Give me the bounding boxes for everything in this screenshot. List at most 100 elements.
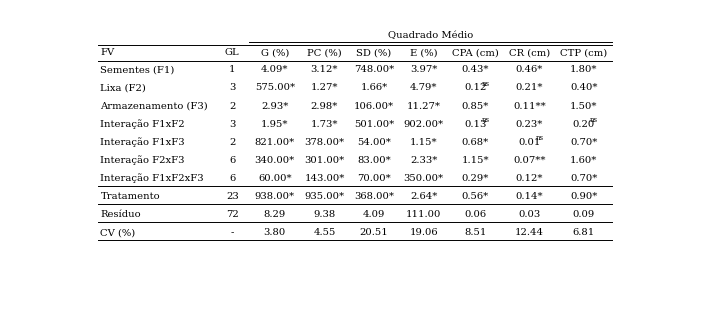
Text: ns: ns: [481, 116, 489, 124]
Text: 0.21*: 0.21*: [515, 83, 543, 92]
Text: 0.70*: 0.70*: [570, 138, 598, 147]
Text: Interação F1xF2: Interação F1xF2: [100, 119, 185, 129]
Text: 0.43*: 0.43*: [462, 66, 489, 74]
Text: GL: GL: [225, 48, 240, 57]
Text: 3: 3: [229, 120, 236, 129]
Text: 4.55: 4.55: [313, 228, 336, 237]
Text: 0.12: 0.12: [464, 83, 486, 92]
Text: 1.73*: 1.73*: [310, 120, 338, 129]
Text: 0.29*: 0.29*: [462, 174, 489, 183]
Text: 11.27*: 11.27*: [406, 102, 441, 111]
Text: 4.09: 4.09: [363, 210, 385, 219]
Text: 9.38: 9.38: [313, 210, 336, 219]
Text: 0.68*: 0.68*: [462, 138, 489, 147]
Text: 1.15*: 1.15*: [462, 156, 489, 165]
Text: 12.44: 12.44: [515, 228, 544, 237]
Text: 111.00: 111.00: [406, 210, 441, 219]
Text: 4.09*: 4.09*: [261, 66, 289, 74]
Text: 0.14*: 0.14*: [515, 192, 543, 201]
Text: 0.90*: 0.90*: [570, 192, 598, 201]
Text: 143.00*: 143.00*: [304, 174, 345, 183]
Text: 20.51: 20.51: [360, 228, 388, 237]
Text: 0.46*: 0.46*: [516, 66, 543, 74]
Text: 0.40*: 0.40*: [570, 83, 598, 92]
Text: ns: ns: [536, 134, 544, 142]
Text: 54.00*: 54.00*: [357, 138, 391, 147]
Text: 8.29: 8.29: [264, 210, 286, 219]
Text: 0.07**: 0.07**: [513, 156, 546, 165]
Text: 1.60*: 1.60*: [570, 156, 598, 165]
Text: 821.00*: 821.00*: [254, 138, 295, 147]
Text: 1: 1: [229, 66, 236, 74]
Text: 0.23*: 0.23*: [516, 120, 543, 129]
Text: 72: 72: [226, 210, 238, 219]
Text: PC (%): PC (%): [307, 48, 342, 57]
Text: G (%): G (%): [261, 48, 289, 57]
Text: 0.03: 0.03: [518, 210, 541, 219]
Text: 60.00*: 60.00*: [258, 174, 292, 183]
Text: Resíduo: Resíduo: [100, 210, 141, 219]
Text: 1.66*: 1.66*: [361, 83, 387, 92]
Text: 0.06: 0.06: [464, 210, 486, 219]
Text: ns: ns: [590, 116, 598, 124]
Text: 0.12*: 0.12*: [515, 174, 543, 183]
Text: 368.00*: 368.00*: [354, 192, 394, 201]
Text: 1.15*: 1.15*: [410, 138, 438, 147]
Text: 0.20: 0.20: [573, 120, 595, 129]
Text: -: -: [230, 228, 234, 237]
Text: 378.00*: 378.00*: [305, 138, 345, 147]
Text: 4.79*: 4.79*: [410, 83, 438, 92]
Text: 350.00*: 350.00*: [403, 174, 443, 183]
Text: 3.12*: 3.12*: [310, 66, 338, 74]
Text: 1.95*: 1.95*: [261, 120, 289, 129]
Text: CTP (cm): CTP (cm): [561, 48, 608, 57]
Text: 0.11**: 0.11**: [513, 102, 546, 111]
Text: 2.93*: 2.93*: [261, 102, 289, 111]
Text: 6: 6: [229, 156, 236, 165]
Text: 3: 3: [229, 83, 236, 92]
Text: Interação F1xF2xF3: Interação F1xF2xF3: [100, 174, 204, 183]
Text: 19.06: 19.06: [409, 228, 438, 237]
Text: 2.33*: 2.33*: [410, 156, 437, 165]
Text: ns: ns: [481, 80, 489, 88]
Text: CV (%): CV (%): [100, 228, 136, 237]
Text: 748.00*: 748.00*: [354, 66, 394, 74]
Text: 938.00*: 938.00*: [254, 192, 295, 201]
Text: 1.27*: 1.27*: [310, 83, 338, 92]
Text: 0.70*: 0.70*: [570, 174, 598, 183]
Text: 23: 23: [226, 192, 238, 201]
Text: FV: FV: [100, 48, 115, 57]
Text: 902.00*: 902.00*: [403, 120, 443, 129]
Text: CPA (cm): CPA (cm): [451, 48, 499, 57]
Text: 2.98*: 2.98*: [310, 102, 338, 111]
Text: Lixa (F2): Lixa (F2): [100, 83, 146, 92]
Text: 83.00*: 83.00*: [357, 156, 391, 165]
Text: 0.13: 0.13: [464, 120, 486, 129]
Text: 3.80: 3.80: [264, 228, 286, 237]
Text: 70.00*: 70.00*: [357, 174, 391, 183]
Text: SD (%): SD (%): [356, 48, 392, 57]
Text: 0.85*: 0.85*: [462, 102, 489, 111]
Text: 106.00*: 106.00*: [354, 102, 394, 111]
Text: Tratamento: Tratamento: [100, 192, 160, 201]
Text: 501.00*: 501.00*: [354, 120, 394, 129]
Text: 2.64*: 2.64*: [410, 192, 437, 201]
Text: 2: 2: [229, 138, 236, 147]
Text: 0.09: 0.09: [573, 210, 595, 219]
Text: 6: 6: [229, 174, 236, 183]
Text: Quadrado Médio: Quadrado Médio: [387, 32, 473, 40]
Text: Sementes (F1): Sementes (F1): [100, 66, 174, 74]
Text: 0.56*: 0.56*: [462, 192, 489, 201]
Text: 340.00*: 340.00*: [254, 156, 295, 165]
Text: 575.00*: 575.00*: [254, 83, 295, 92]
Text: 935.00*: 935.00*: [305, 192, 345, 201]
Text: 1.50*: 1.50*: [570, 102, 598, 111]
Text: CR (cm): CR (cm): [509, 48, 550, 57]
Text: 8.51: 8.51: [464, 228, 486, 237]
Text: 3.97*: 3.97*: [410, 66, 437, 74]
Text: Interação F2xF3: Interação F2xF3: [100, 155, 185, 165]
Text: Armazenamento (F3): Armazenamento (F3): [100, 102, 208, 111]
Text: Interação F1xF3: Interação F1xF3: [100, 137, 185, 147]
Text: 1.80*: 1.80*: [570, 66, 598, 74]
Text: E (%): E (%): [410, 48, 438, 57]
